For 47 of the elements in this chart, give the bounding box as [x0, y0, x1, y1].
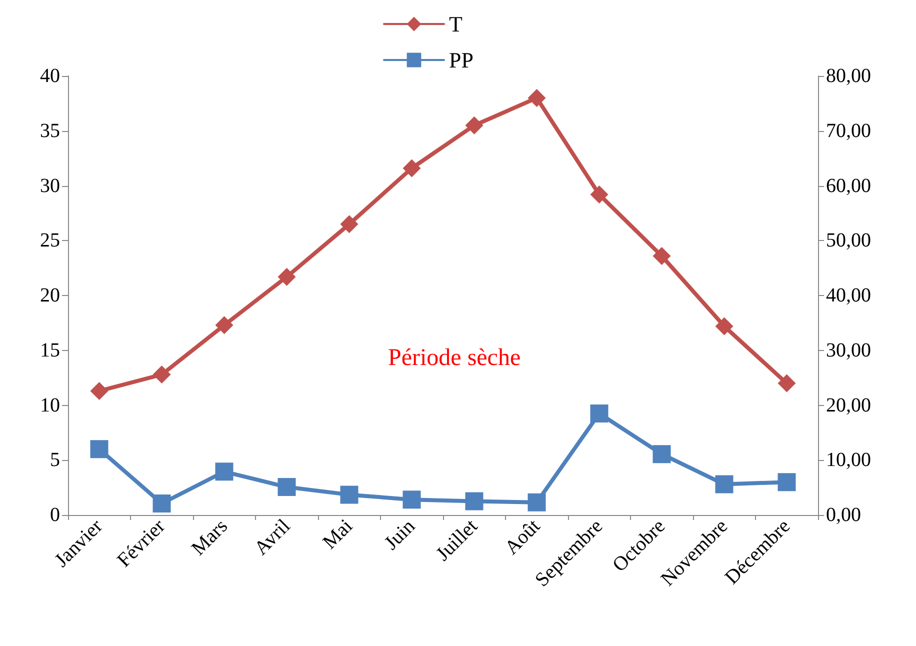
y-tick-label: 35 — [40, 120, 60, 142]
point — [778, 374, 796, 392]
y2-tick-label: 20,00 — [826, 394, 871, 416]
x-tick-label: Juin — [380, 515, 420, 554]
point — [402, 159, 421, 178]
y-tick-label: 40 — [40, 65, 60, 87]
y2-tick-label: 10,00 — [826, 449, 871, 472]
y2-tick-label: 80,00 — [826, 65, 871, 87]
y2-tick-label: 40,00 — [826, 284, 871, 306]
point — [90, 382, 108, 400]
point — [590, 404, 608, 422]
point — [528, 493, 546, 512]
legend-label: PP — [449, 48, 474, 72]
point — [778, 473, 796, 492]
y-tick-label: 20 — [40, 284, 60, 306]
point — [715, 475, 734, 494]
y2-tick-label: 70,00 — [826, 120, 871, 142]
point — [590, 186, 608, 204]
x-tick-label: Mai — [318, 514, 358, 554]
y2-tick-label: 60,00 — [826, 174, 871, 197]
y-tick-label: 0 — [50, 504, 60, 526]
y2-tick-label: 30,00 — [826, 339, 871, 362]
y2-tick-label: 0,00 — [826, 504, 861, 526]
point — [90, 440, 108, 458]
point — [652, 246, 671, 265]
point — [715, 317, 734, 336]
point — [528, 88, 546, 107]
point — [340, 215, 358, 234]
y2-tick-label: 50,00 — [826, 230, 871, 252]
point — [340, 486, 358, 504]
y-tick-label: 15 — [40, 339, 60, 362]
point — [278, 268, 296, 286]
point — [465, 116, 484, 134]
point — [465, 492, 484, 510]
legend-label: T — [449, 12, 463, 36]
annotation: Période sèche — [388, 345, 521, 371]
point — [215, 462, 234, 481]
point — [152, 494, 171, 512]
point — [215, 316, 234, 334]
point — [652, 445, 671, 464]
y-tick-label: 25 — [40, 230, 60, 252]
point — [402, 490, 421, 509]
point — [152, 366, 171, 384]
y-tick-label: 30 — [40, 174, 60, 197]
point — [278, 478, 296, 496]
y-tick-label: 5 — [50, 449, 60, 472]
y-tick-label: 10 — [40, 394, 60, 416]
